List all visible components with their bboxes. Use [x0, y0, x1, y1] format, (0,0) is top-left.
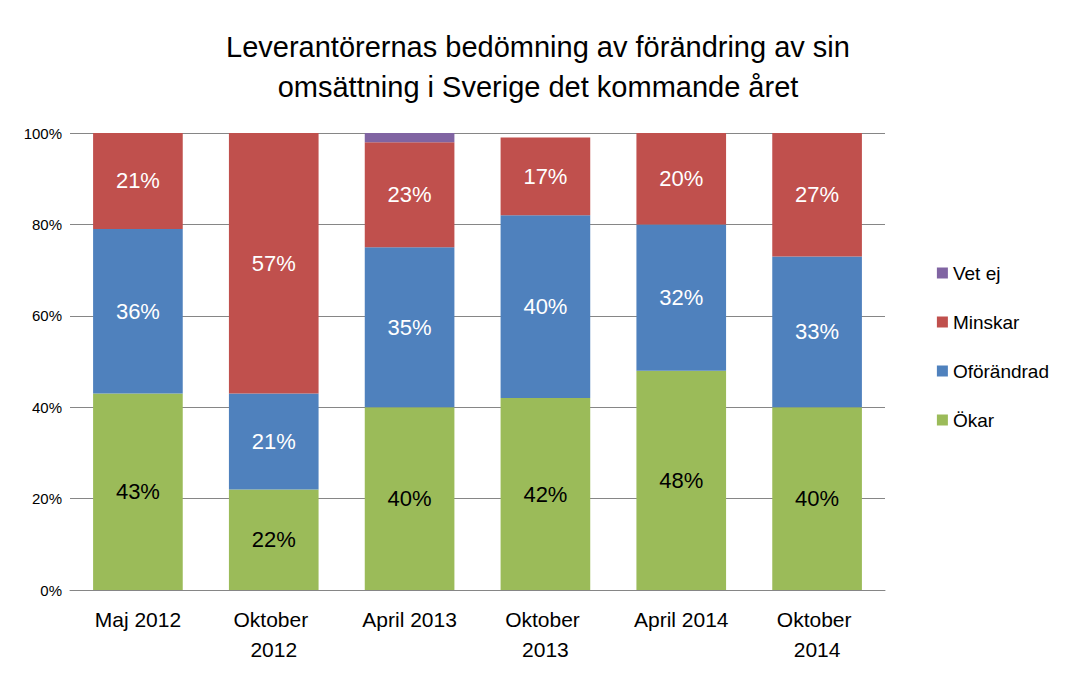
svg-text:Vet ej: Vet ej — [953, 263, 1001, 284]
svg-text:21%: 21% — [252, 429, 296, 454]
svg-text:Oktober: Oktober — [777, 608, 858, 631]
svg-text:Oktober: Oktober — [505, 608, 586, 631]
svg-text:40%: 40% — [32, 399, 62, 416]
svg-text:35%: 35% — [388, 315, 432, 340]
svg-text:omsättning i Sverige det komma: omsättning i Sverige det kommande året — [278, 71, 799, 103]
svg-text:33%: 33% — [795, 319, 839, 344]
svg-text:21%: 21% — [116, 168, 160, 193]
svg-text:April 2014: April 2014 — [634, 608, 729, 631]
svg-text:Oktober: Oktober — [233, 608, 314, 631]
svg-text:20%: 20% — [659, 166, 703, 191]
svg-text:Maj 2012: Maj 2012 — [95, 608, 181, 631]
svg-text:40%: 40% — [523, 294, 567, 319]
svg-text:0%: 0% — [40, 582, 62, 599]
svg-text:40%: 40% — [388, 486, 432, 511]
svg-text:43%: 43% — [116, 479, 160, 504]
svg-text:100%: 100% — [24, 125, 62, 142]
svg-text:36%: 36% — [116, 299, 160, 324]
svg-text:2012: 2012 — [250, 638, 297, 661]
svg-text:20%: 20% — [32, 490, 62, 507]
svg-text:April 2013: April 2013 — [362, 608, 457, 631]
svg-text:60%: 60% — [32, 307, 62, 324]
svg-text:17%: 17% — [523, 164, 567, 189]
svg-text:2014: 2014 — [794, 638, 841, 661]
svg-text:80%: 80% — [32, 216, 62, 233]
svg-text:Minskar: Minskar — [953, 312, 1020, 333]
svg-text:42%: 42% — [523, 482, 567, 507]
svg-text:Oförändrad: Oförändrad — [953, 361, 1049, 382]
svg-text:23%: 23% — [388, 182, 432, 207]
svg-text:2013: 2013 — [522, 638, 569, 661]
svg-text:32%: 32% — [659, 285, 703, 310]
svg-text:22%: 22% — [252, 527, 296, 552]
svg-text:27%: 27% — [795, 182, 839, 207]
svg-text:Ökar: Ökar — [953, 410, 995, 431]
svg-text:48%: 48% — [659, 468, 703, 493]
svg-text:57%: 57% — [252, 251, 296, 276]
svg-text:Leverantörernas bedömning av f: Leverantörernas bedömning av förändring … — [226, 31, 850, 63]
svg-text:40%: 40% — [795, 486, 839, 511]
